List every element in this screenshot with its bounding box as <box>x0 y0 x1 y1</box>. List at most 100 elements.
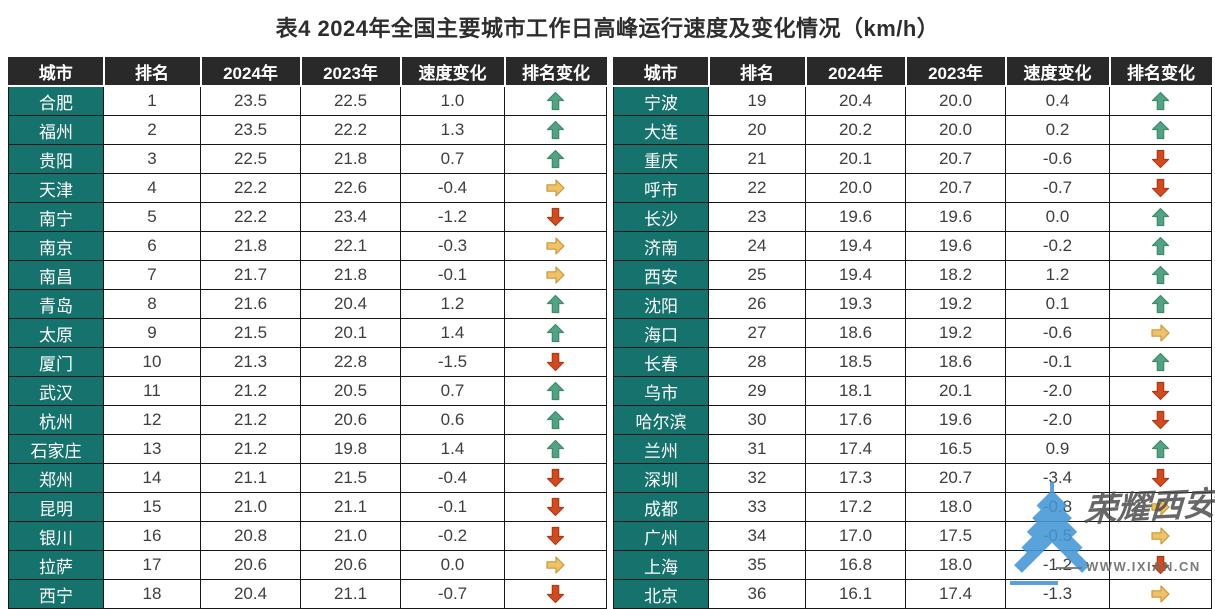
rank-value: 31 <box>708 434 806 464</box>
city-name: 深圳 <box>613 463 709 493</box>
rank-change-cell <box>504 115 607 145</box>
rank-change-cell <box>504 405 607 435</box>
page-title: 表4 2024年全国主要城市工作日高峰运行速度及变化情况（km/h） <box>275 16 940 41</box>
city-name: 太原 <box>8 318 104 348</box>
city-name: 哈尔滨 <box>613 405 709 435</box>
rank-down-arrow-icon <box>545 584 566 604</box>
table-row: 拉萨 17 20.6 20.6 0.0 <box>8 550 607 580</box>
rank-up-arrow-icon <box>1150 265 1171 285</box>
rank-value: 30 <box>708 405 806 435</box>
table-row: 广州 34 17.0 17.5 -0.5 <box>613 521 1212 551</box>
speed-2023-value: 20.7 <box>905 463 1006 493</box>
rank-flat-arrow-icon <box>545 178 566 198</box>
speed-change-value: -3.4 <box>1005 463 1110 493</box>
speed-2024-value: 19.6 <box>805 202 906 232</box>
speed-2024-value: 21.3 <box>200 347 301 377</box>
speed-2024-value: 21.2 <box>200 376 301 406</box>
rank-down-arrow-icon <box>545 468 566 488</box>
table-row: 乌市 29 18.1 20.1 -2.0 <box>613 376 1212 406</box>
speed-2024-value: 21.7 <box>200 260 301 290</box>
table-row: 海口 27 18.6 19.2 -0.6 <box>613 318 1212 348</box>
column-header-0: 城市 <box>8 57 104 87</box>
speed-2023-value: 22.8 <box>300 347 401 377</box>
city-name: 天津 <box>8 173 104 203</box>
city-name: 大连 <box>613 115 709 145</box>
speed-2023-value: 20.6 <box>300 550 401 580</box>
speed-2024-value: 20.2 <box>805 115 906 145</box>
speed-2024-value: 22.2 <box>200 202 301 232</box>
rank-up-arrow-icon <box>1150 294 1171 314</box>
rank-value: 34 <box>708 521 806 551</box>
rank-value: 2 <box>103 115 201 145</box>
rank-value: 14 <box>103 463 201 493</box>
speed-2023-value: 21.8 <box>300 260 401 290</box>
rank-change-cell <box>1109 144 1212 174</box>
speed-change-value: -0.1 <box>1005 347 1110 377</box>
speed-change-value: 0.2 <box>1005 115 1110 145</box>
column-header-2: 2024年 <box>199 57 301 87</box>
rank-value: 12 <box>103 405 201 435</box>
table-row: 哈尔滨 30 17.6 19.6 -2.0 <box>613 405 1212 435</box>
city-name: 上海 <box>613 550 709 580</box>
city-name: 乌市 <box>613 376 709 406</box>
rank-change-cell <box>504 202 607 232</box>
speed-2024-value: 17.4 <box>805 434 906 464</box>
table-row: 厦门 10 21.3 22.8 -1.5 <box>8 347 607 377</box>
rank-change-cell <box>1109 202 1212 232</box>
rank-change-cell <box>504 173 607 203</box>
table-header-right: 城市 排名 2024年 2023年 速度变化 排名变化 <box>613 57 1212 87</box>
rank-change-cell <box>504 492 607 522</box>
speed-2023-value: 18.2 <box>905 260 1006 290</box>
rank-change-cell <box>1109 463 1212 493</box>
speed-2023-value: 20.5 <box>300 376 401 406</box>
rank-down-arrow-icon <box>545 526 566 546</box>
rank-value: 6 <box>103 231 201 261</box>
speed-change-value: 1.0 <box>400 85 505 116</box>
rank-change-cell <box>1109 521 1212 551</box>
table-row: 呼市 22 20.0 20.7 -0.7 <box>613 173 1212 203</box>
rank-value: 32 <box>708 463 806 493</box>
city-name: 杭州 <box>8 405 104 435</box>
table-row: 西宁 18 20.4 21.1 -0.7 <box>8 579 607 609</box>
city-name: 广州 <box>613 521 709 551</box>
table-row: 银川 16 20.8 21.0 -0.2 <box>8 521 607 551</box>
rank-change-cell <box>504 376 607 406</box>
table-row: 杭州 12 21.2 20.6 0.6 <box>8 405 607 435</box>
rank-down-arrow-icon <box>1150 468 1171 488</box>
speed-change-value: 0.0 <box>1005 202 1110 232</box>
column-header-1: 排名 <box>102 57 201 87</box>
speed-change-value: -0.2 <box>1005 231 1110 261</box>
rank-value: 27 <box>708 318 806 348</box>
city-name: 成都 <box>613 492 709 522</box>
rank-up-arrow-icon <box>545 381 566 401</box>
speed-2024-value: 17.2 <box>805 492 906 522</box>
city-name: 济南 <box>613 231 709 261</box>
city-name: 武汉 <box>8 376 104 406</box>
table-row: 石家庄 13 21.2 19.8 1.4 <box>8 434 607 464</box>
rank-value: 35 <box>708 550 806 580</box>
speed-change-value: -0.1 <box>400 260 505 290</box>
speed-2024-value: 21.5 <box>200 318 301 348</box>
speed-2024-value: 17.3 <box>805 463 906 493</box>
speed-change-value: 1.2 <box>1005 260 1110 290</box>
city-name: 昆明 <box>8 492 104 522</box>
speed-change-value: -0.4 <box>400 463 505 493</box>
speed-2023-value: 19.8 <box>300 434 401 464</box>
speed-change-value: -0.3 <box>400 231 505 261</box>
speed-2024-value: 21.8 <box>200 231 301 261</box>
rank-up-arrow-icon <box>1150 120 1171 140</box>
rank-change-cell <box>504 318 607 348</box>
rank-down-arrow-icon <box>1150 381 1171 401</box>
table-row: 郑州 14 21.1 21.5 -0.4 <box>8 463 607 493</box>
speed-2024-value: 21.6 <box>200 289 301 319</box>
rank-down-arrow-icon <box>545 207 566 227</box>
speed-change-value: -0.4 <box>400 173 505 203</box>
rank-change-cell <box>1109 115 1212 145</box>
city-name: 南京 <box>8 231 104 261</box>
rank-change-cell <box>504 231 607 261</box>
rank-up-arrow-icon <box>545 439 566 459</box>
rank-value: 20 <box>708 115 806 145</box>
city-name: 宁波 <box>613 85 709 116</box>
speed-change-value: -2.0 <box>1005 405 1110 435</box>
table-header-left: 城市 排名 2024年 2023年 速度变化 排名变化 <box>8 57 607 87</box>
